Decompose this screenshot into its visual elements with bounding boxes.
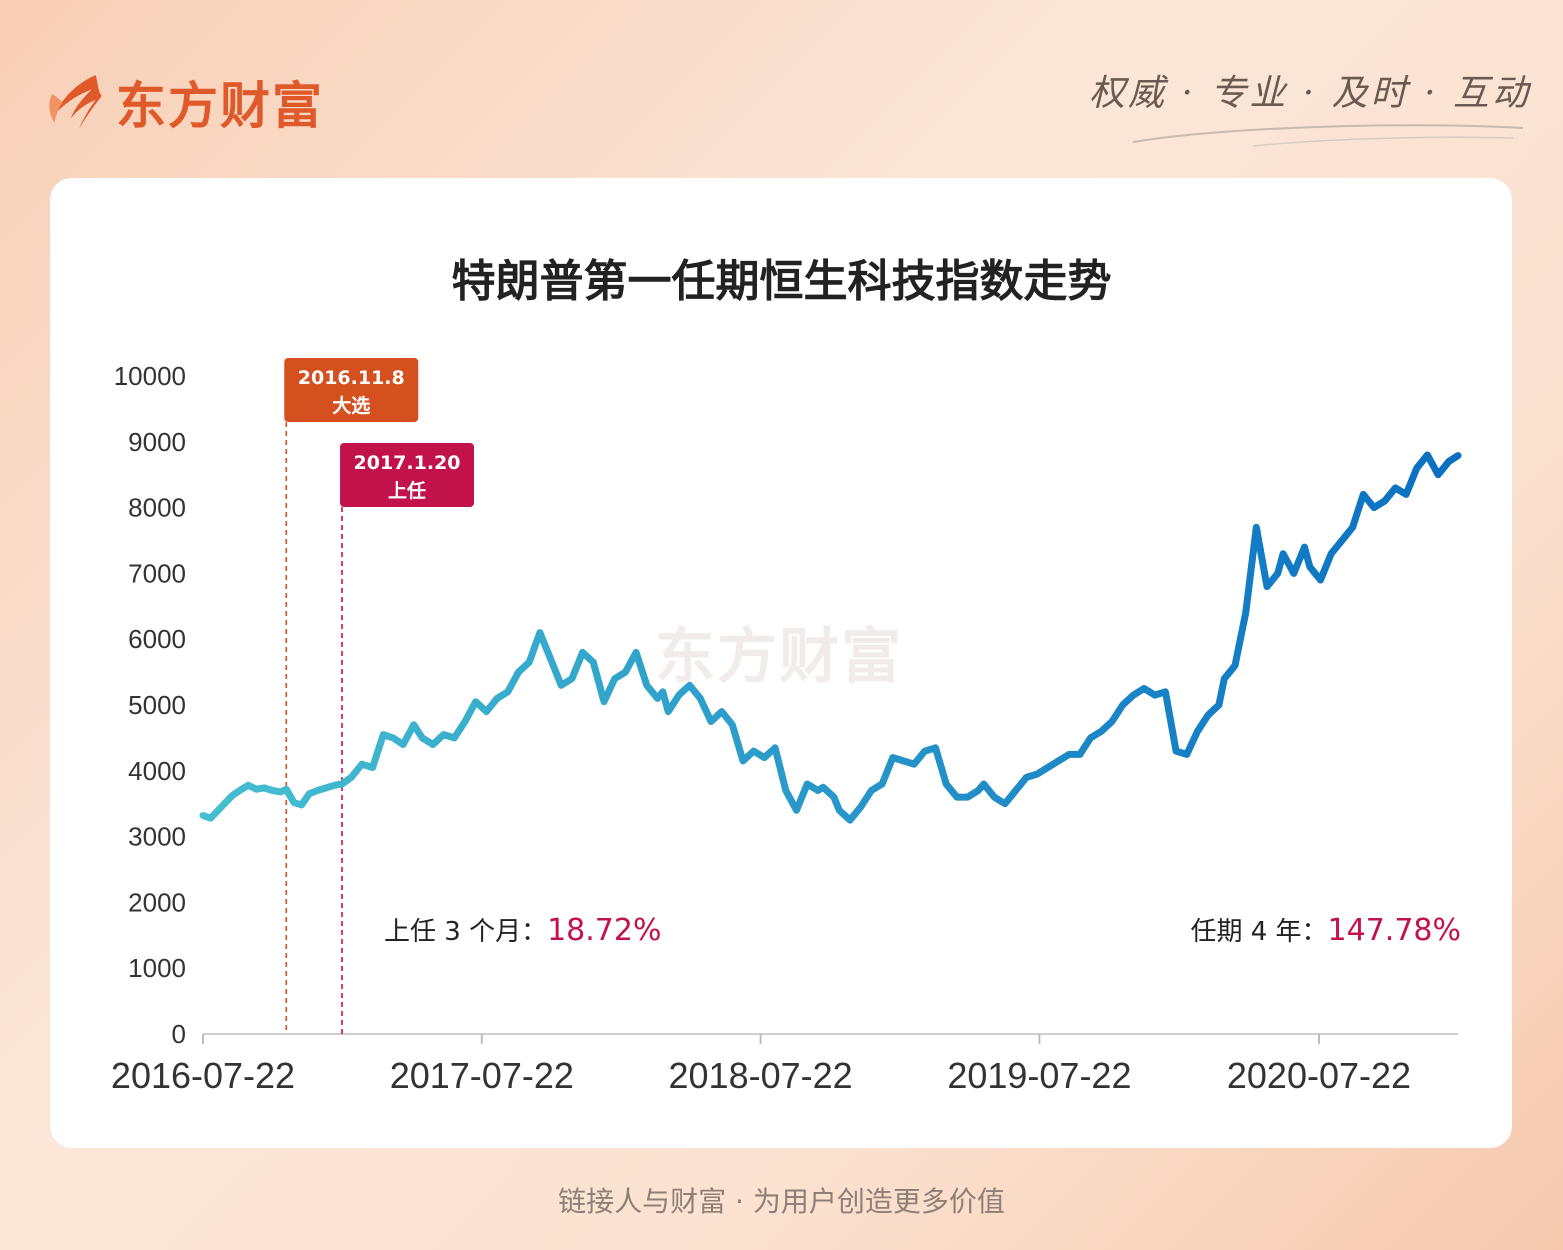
brand-flame-icon bbox=[49, 75, 102, 129]
annotation-label: 上任 3 个月： bbox=[384, 917, 547, 947]
x-tick-label: 2018-07-22 bbox=[669, 1055, 853, 1096]
x-tick-label: 2019-07-22 bbox=[947, 1055, 1131, 1096]
y-tick-label: 3000 bbox=[128, 822, 186, 852]
y-tick-label: 10000 bbox=[114, 361, 186, 391]
y-tick-label: 2000 bbox=[128, 887, 186, 917]
x-tick-label: 2020-07-22 bbox=[1227, 1055, 1411, 1096]
footer-tagline: 链接人与财富 · 为用户创造更多价值 bbox=[558, 1185, 1005, 1218]
return-annotation: 上任 3 个月：18.72% bbox=[384, 913, 661, 948]
series-line bbox=[199, 451, 1462, 824]
slogan-underline bbox=[1132, 124, 1524, 147]
event-badge bbox=[284, 358, 419, 422]
x-tick-label: 2016-07-22 bbox=[111, 1055, 295, 1096]
event-name-label: 大选 bbox=[332, 394, 370, 417]
y-tick-label: 8000 bbox=[128, 493, 186, 523]
event-date-label: 2016.11.8 bbox=[298, 367, 405, 389]
y-tick-label: 0 bbox=[172, 1019, 186, 1049]
annotation-value: 147.78% bbox=[1328, 913, 1461, 948]
watermark: 东方财富 bbox=[655, 622, 903, 692]
annotation-label: 任期 4 年： bbox=[1190, 917, 1327, 947]
y-tick-label: 9000 bbox=[128, 427, 186, 457]
event-date-label: 2017.1.20 bbox=[354, 452, 461, 474]
chart-title: 特朗普第一任期恒生科技指数走势 bbox=[451, 256, 1112, 307]
x-tick-label: 2017-07-22 bbox=[390, 1055, 574, 1096]
slogan: 权威 · 专业 · 及时 · 互动 bbox=[1089, 73, 1531, 114]
y-tick-label: 6000 bbox=[128, 624, 186, 654]
chart-card bbox=[50, 178, 1512, 1148]
event-name-label: 上任 bbox=[388, 479, 426, 502]
brand-name: 东方财富 bbox=[116, 77, 324, 135]
return-annotation: 任期 4 年：147.78% bbox=[1190, 913, 1461, 948]
y-tick-label: 7000 bbox=[128, 558, 186, 588]
event-badge bbox=[340, 443, 475, 507]
annotation-value: 18.72% bbox=[547, 913, 661, 948]
y-tick-label: 1000 bbox=[128, 953, 186, 983]
y-tick-label: 4000 bbox=[128, 756, 186, 786]
brand-logo: 东方财富 bbox=[44, 66, 324, 138]
y-tick-label: 5000 bbox=[128, 690, 186, 720]
